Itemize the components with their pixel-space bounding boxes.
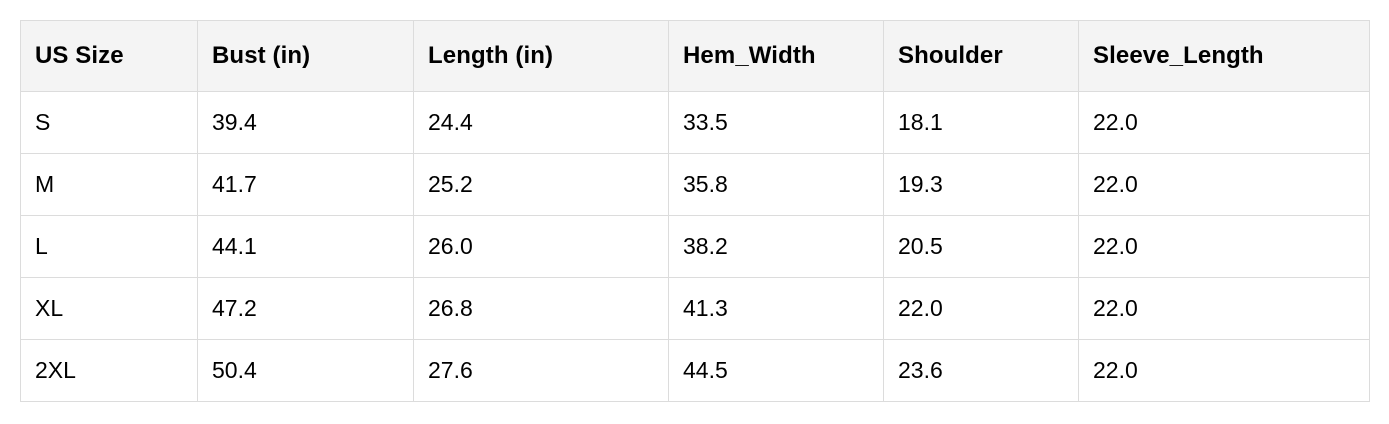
cell-sleeve-length: 22.0 bbox=[1078, 153, 1370, 216]
cell-bust: 50.4 bbox=[197, 339, 414, 402]
cell-sleeve-length: 22.0 bbox=[1078, 277, 1370, 340]
table-row: S 39.4 24.4 33.5 18.1 22.0 bbox=[20, 91, 1370, 154]
table-header-row: US Size Bust (in) Length (in) Hem_Width … bbox=[20, 20, 1370, 92]
cell-bust: 39.4 bbox=[197, 91, 414, 154]
cell-shoulder: 22.0 bbox=[883, 277, 1079, 340]
table-header: US Size Bust (in) Length (in) Hem_Width … bbox=[20, 20, 1370, 92]
cell-us-size: M bbox=[20, 153, 198, 216]
cell-hem-width: 41.3 bbox=[668, 277, 884, 340]
table-row: L 44.1 26.0 38.2 20.5 22.0 bbox=[20, 215, 1370, 278]
column-header-hem-width: Hem_Width bbox=[668, 20, 884, 92]
table-body: S 39.4 24.4 33.5 18.1 22.0 M 41.7 25.2 3… bbox=[20, 91, 1370, 402]
column-header-sleeve-length: Sleeve_Length bbox=[1078, 20, 1370, 92]
cell-bust: 47.2 bbox=[197, 277, 414, 340]
cell-sleeve-length: 22.0 bbox=[1078, 339, 1370, 402]
cell-us-size: L bbox=[20, 215, 198, 278]
cell-us-size: S bbox=[20, 91, 198, 154]
cell-hem-width: 38.2 bbox=[668, 215, 884, 278]
cell-length: 26.8 bbox=[413, 277, 669, 340]
cell-shoulder: 20.5 bbox=[883, 215, 1079, 278]
column-header-length: Length (in) bbox=[413, 20, 669, 92]
cell-bust: 41.7 bbox=[197, 153, 414, 216]
cell-length: 25.2 bbox=[413, 153, 669, 216]
table-row: M 41.7 25.2 35.8 19.3 22.0 bbox=[20, 153, 1370, 216]
cell-length: 24.4 bbox=[413, 91, 669, 154]
size-chart-container: US Size Bust (in) Length (in) Hem_Width … bbox=[20, 20, 1370, 402]
cell-length: 27.6 bbox=[413, 339, 669, 402]
column-header-shoulder: Shoulder bbox=[883, 20, 1079, 92]
cell-hem-width: 33.5 bbox=[668, 91, 884, 154]
cell-length: 26.0 bbox=[413, 215, 669, 278]
cell-shoulder: 19.3 bbox=[883, 153, 1079, 216]
column-header-bust: Bust (in) bbox=[197, 20, 414, 92]
column-header-us-size: US Size bbox=[20, 20, 198, 92]
cell-us-size: 2XL bbox=[20, 339, 198, 402]
size-chart-table: US Size Bust (in) Length (in) Hem_Width … bbox=[20, 20, 1370, 402]
table-row: XL 47.2 26.8 41.3 22.0 22.0 bbox=[20, 277, 1370, 340]
cell-sleeve-length: 22.0 bbox=[1078, 91, 1370, 154]
cell-us-size: XL bbox=[20, 277, 198, 340]
cell-hem-width: 44.5 bbox=[668, 339, 884, 402]
cell-shoulder: 23.6 bbox=[883, 339, 1079, 402]
cell-bust: 44.1 bbox=[197, 215, 414, 278]
cell-shoulder: 18.1 bbox=[883, 91, 1079, 154]
cell-hem-width: 35.8 bbox=[668, 153, 884, 216]
table-row: 2XL 50.4 27.6 44.5 23.6 22.0 bbox=[20, 339, 1370, 402]
cell-sleeve-length: 22.0 bbox=[1078, 215, 1370, 278]
